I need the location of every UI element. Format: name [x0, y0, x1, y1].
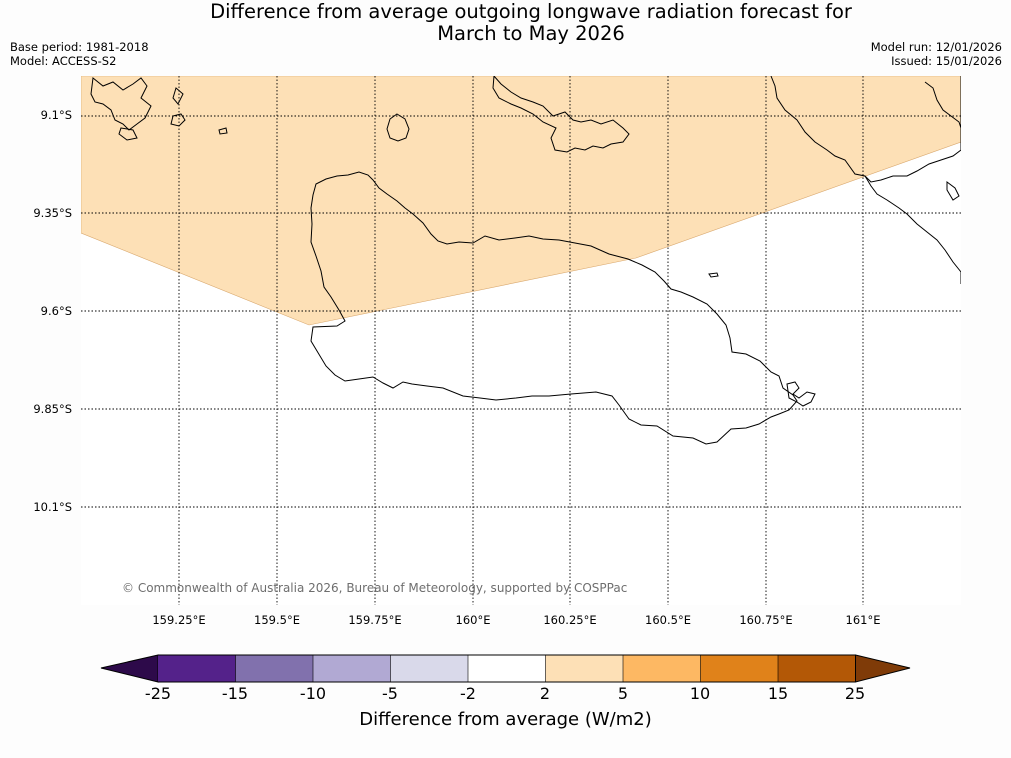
lat-label: 9.35°S [33, 206, 72, 220]
colorbar-segment [468, 655, 546, 682]
meta-right: Model run: 12/01/2026 Issued: 15/01/2026 [871, 40, 1002, 68]
coastline-russell [90, 77, 152, 131]
lon-label: 160.75°E [739, 613, 793, 627]
coastline-malaita [770, 76, 961, 183]
base-period: Base period: 1981-2018 [10, 40, 149, 54]
lon-label: 160.25°E [543, 613, 597, 627]
graticule [81, 76, 961, 605]
meta-left: Base period: 1981-2018 Model: ACCESS-S2 [10, 40, 149, 68]
map-plot [81, 76, 961, 605]
anomaly-region-2-to-5 [81, 76, 961, 326]
chart-title: Difference from average outgoing longwav… [0, 1, 1011, 45]
lon-label: 161°E [845, 613, 881, 627]
lat-label: 9.85°S [33, 402, 72, 416]
lat-label: 9.6°S [40, 304, 72, 318]
colorbar-segment [700, 655, 778, 682]
colorbar-tick: -5 [382, 684, 398, 703]
coastline [90, 76, 961, 445]
colorbar-segment [235, 655, 313, 682]
colorbar-tick: 2 [539, 684, 551, 703]
model-run: Model run: 12/01/2026 [870, 40, 1002, 54]
coastline-savo [386, 113, 410, 142]
colorbar [100, 654, 911, 683]
lat-label: 9.1°S [40, 108, 72, 122]
colorbar-segment [623, 655, 701, 682]
coastline-islet-east [708, 272, 719, 278]
colorbar-tick: 15 [767, 684, 789, 703]
colorbar-segment [158, 655, 236, 682]
colorbar-label: Difference from average (W/m2) [359, 709, 652, 730]
model-name: Model: ACCESS-S2 [10, 54, 117, 68]
copyright-notice: © Commonwealth of Australia 2026, Bureau… [122, 581, 628, 595]
coastline-maramasike [864, 175, 961, 284]
coastline-russell-islets [118, 113, 228, 141]
issued-date: Issued: 15/01/2026 [891, 54, 1002, 68]
coastline-malaita-north [924, 81, 961, 129]
colorbar-extend-high [855, 654, 911, 683]
coastline-east-islet [946, 181, 960, 201]
coastline-russell-north [172, 87, 184, 105]
colorbar-tick: 10 [689, 684, 711, 703]
colorbar-tick: -2 [460, 684, 476, 703]
colorbar-tick: -15 [221, 684, 249, 703]
coastline-guadalcanal [310, 171, 798, 445]
colorbar-dividers [235, 655, 779, 682]
colorbar-tick: -10 [299, 684, 327, 703]
colorbar-segment [313, 655, 391, 682]
colorbar-tick: -25 [144, 684, 172, 703]
title-line-2: March to May 2026 [437, 22, 625, 45]
colorbar-tick: 5 [617, 684, 629, 703]
colorbar-segment [390, 655, 468, 682]
colorbar-tick: 25 [844, 684, 866, 703]
coastline-nggela [492, 76, 630, 153]
lon-label: 160°E [455, 613, 491, 627]
colorbar-segment [545, 655, 623, 682]
colorbar-segment [778, 655, 856, 682]
coastline-marau [786, 381, 816, 407]
lon-label: 159.25°E [152, 613, 206, 627]
lon-label: 159.5°E [254, 613, 300, 627]
lon-label: 159.75°E [348, 613, 402, 627]
colorbar-extend-low [100, 654, 159, 683]
title-line-1: Difference from average outgoing longwav… [210, 0, 852, 23]
lat-label: 10.1°S [33, 500, 72, 514]
lon-label: 160.5°E [645, 613, 691, 627]
